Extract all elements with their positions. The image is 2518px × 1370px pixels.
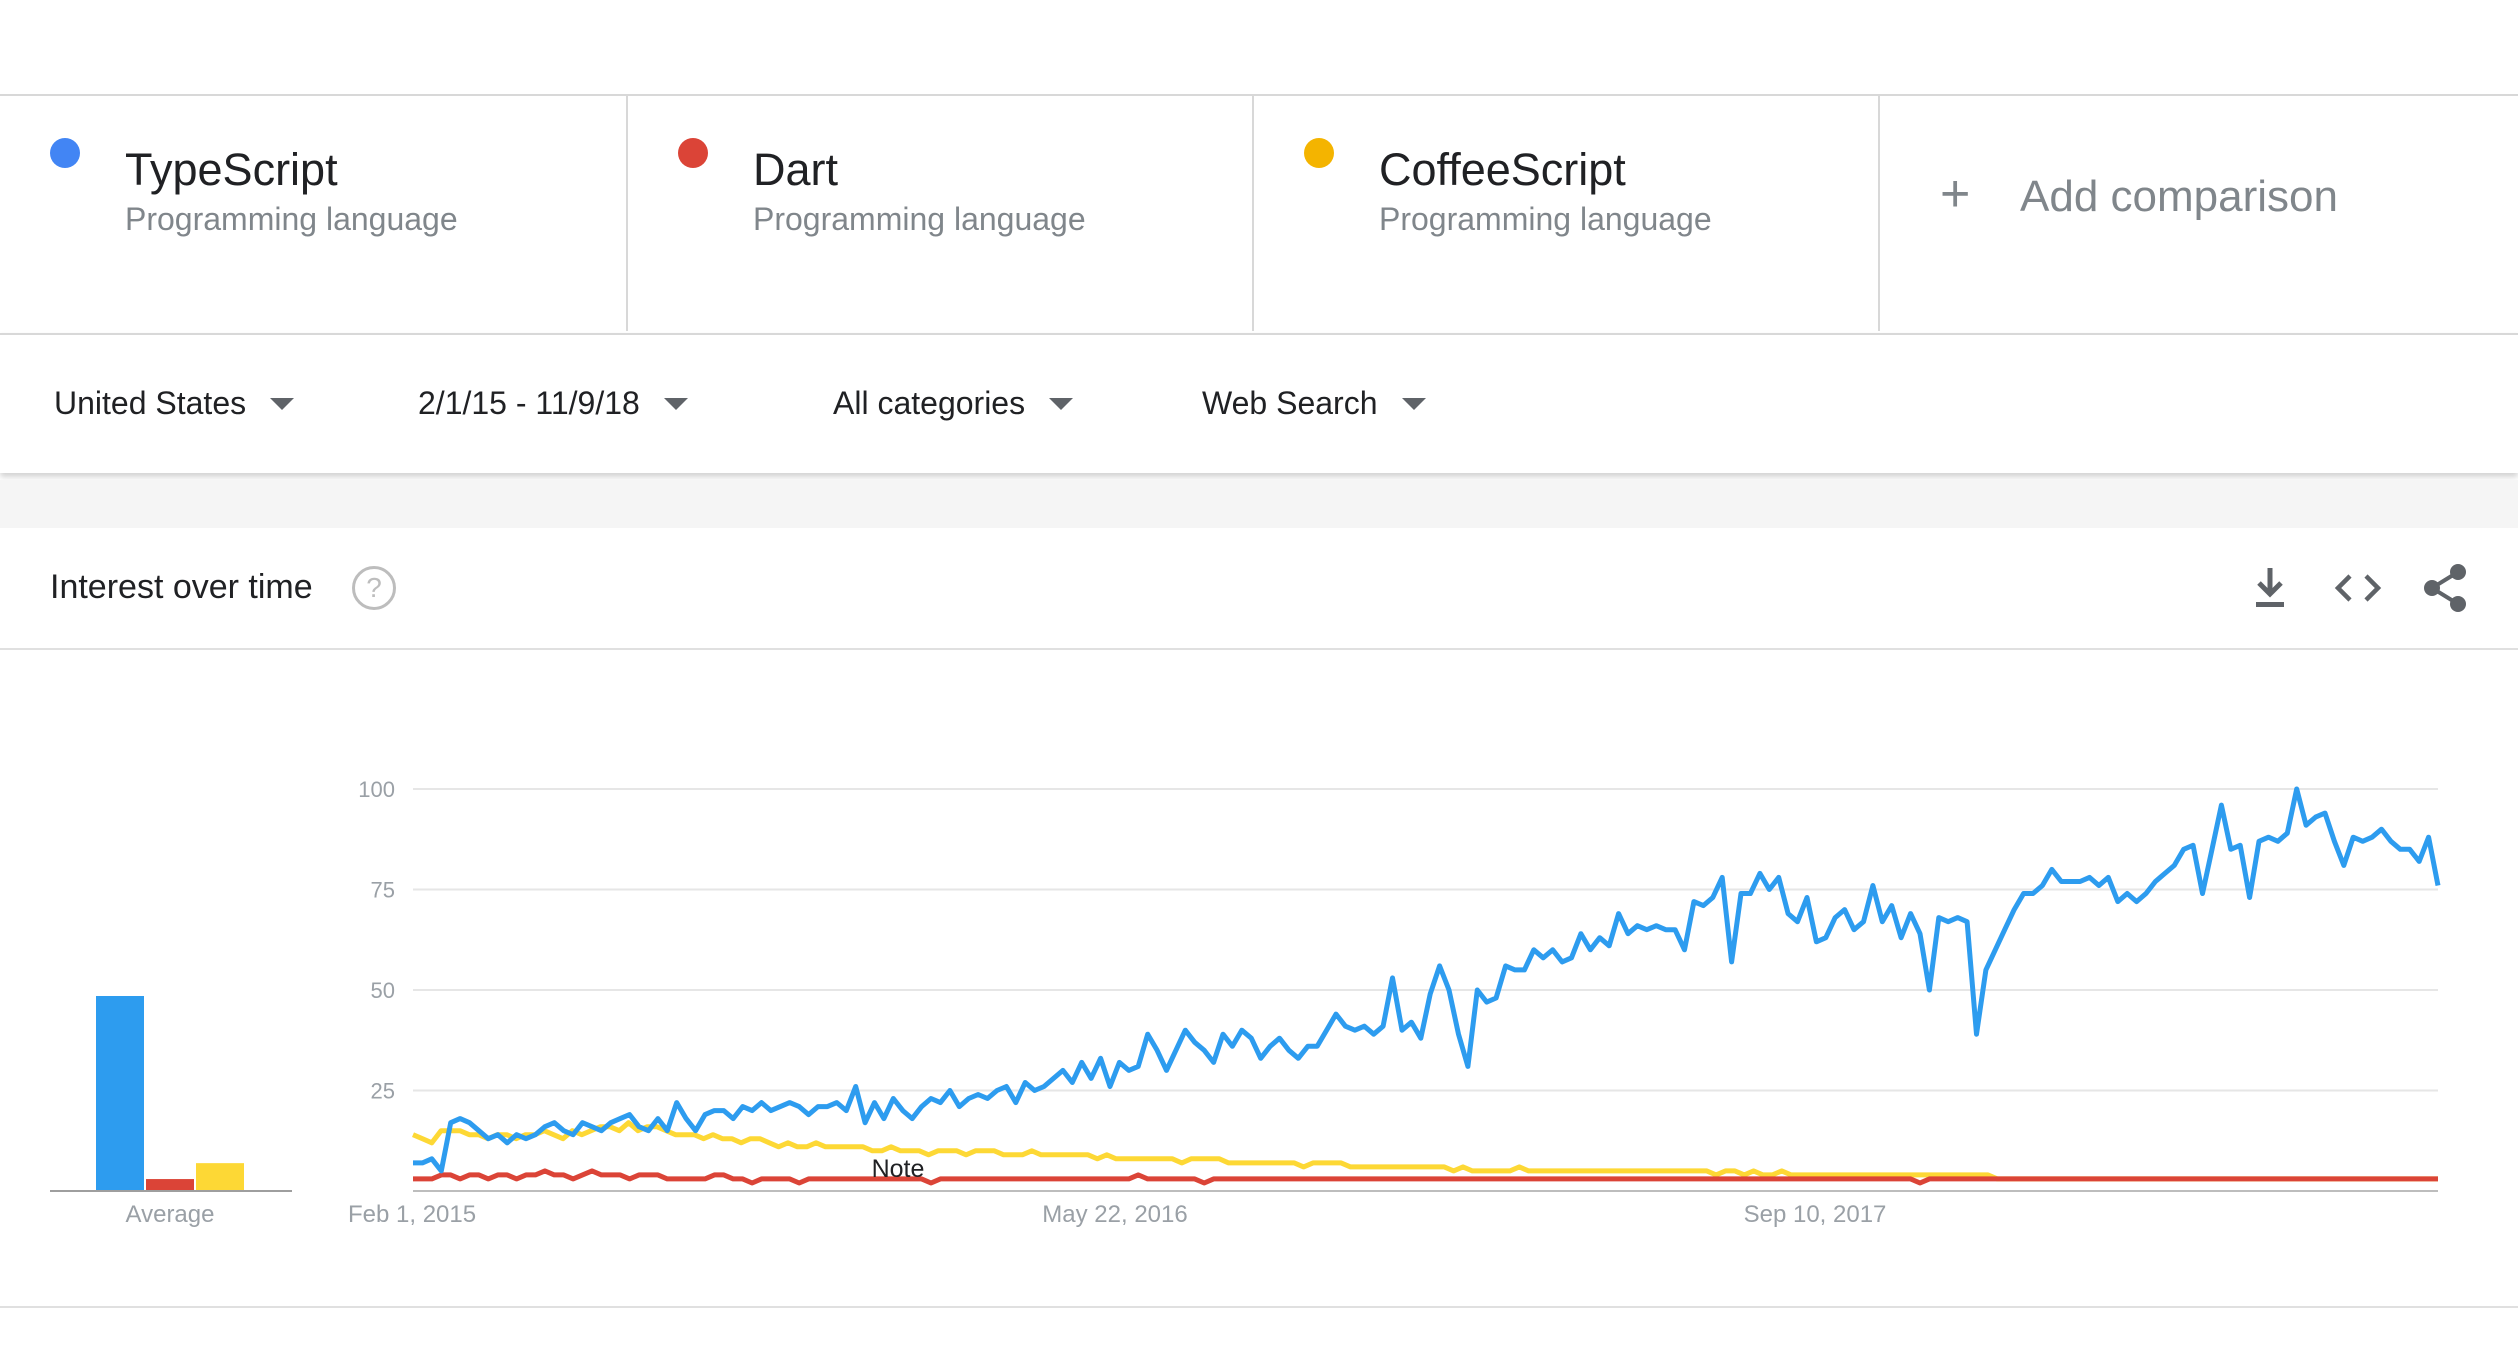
card-divider [1878,96,1880,331]
average-bar-dart [146,1179,194,1191]
chart-grid: 25 50 75 100 [358,777,2438,1192]
search-type-label: Web Search [1202,385,1378,421]
x-axis-ticks: Feb 1, 2015 May 22, 2016 Sep 10, 2017 [348,1201,1886,1228]
term-name: TypeScript [125,144,338,195]
term-type: Programming language [125,201,458,237]
category-select[interactable]: All categories [833,385,1074,429]
y-tick-label: 50 [371,978,395,1003]
average-bars: Average [50,996,292,1228]
filter-bar-top-border [0,333,2518,335]
section-gap [0,480,2518,528]
share-icon[interactable] [2416,558,2476,618]
date-range-select[interactable]: 2/1/15 - 11/9/18 [418,385,688,429]
x-tick-label: Feb 1, 2015 [348,1201,476,1228]
card-divider [1252,96,1254,331]
term-card-coffeescript[interactable]: CoffeeScript Programming language [1254,96,1878,331]
card-divider [626,96,628,331]
note-label[interactable]: Note [872,1155,925,1183]
term-card-dart[interactable]: Dart Programming language [628,96,1252,331]
chart-series [412,786,2441,1186]
x-tick-label: May 22, 2016 [1042,1201,1187,1228]
series-color-dot [50,138,80,168]
series-line-typescript [413,786,2441,1174]
top-divider [0,94,2518,96]
download-icon[interactable] [2240,558,2300,618]
term-card-typescript[interactable]: TypeScript Programming language [0,96,626,331]
add-comparison-label: Add comparison [2020,172,2338,221]
series-line-coffeescript [412,1120,2438,1182]
x-tick-label: Sep 10, 2017 [1744,1201,1887,1228]
series-color-dot [678,138,708,168]
plus-icon: + [1940,165,1971,223]
y-tick-label: 25 [371,1079,395,1104]
dropdown-caret-icon [663,397,688,410]
term-type: Programming language [1379,201,1712,237]
y-tick-label: 100 [358,777,395,802]
panel-bottom-border [0,1306,2518,1308]
embed-icon[interactable] [2328,558,2388,618]
interest-over-time-chart: Average 25 50 75 100 Feb 1, 2015 May 22, 201… [50,777,2441,1228]
filter-bar: United States 2/1/15 - 11/9/18 All categ… [0,333,2518,473]
dropdown-caret-icon [1049,397,1074,410]
series-color-dot [1304,138,1334,168]
y-tick-label: 75 [371,878,395,903]
panel-header-divider [0,648,2518,650]
add-comparison-button[interactable]: + Add comparison [1880,96,2500,331]
term-type: Programming language [753,201,1086,237]
average-bar-typescript [96,996,144,1191]
search-type-select[interactable]: Web Search [1202,385,1426,429]
average-label: Average [126,1201,215,1228]
help-icon[interactable]: ? [352,566,396,610]
category-label: All categories [833,385,1026,421]
series-line-dart [413,1168,2438,1186]
interest-over-time-header: Interest over time ? [0,528,2518,648]
panel-title: Interest over time [50,568,313,606]
dropdown-caret-icon [1401,397,1426,410]
average-bar-coffeescript [196,1163,244,1191]
dropdown-caret-icon [270,397,295,410]
region-label: United States [54,385,247,421]
term-name: Dart [753,144,839,195]
term-name: CoffeeScript [1379,144,1626,195]
date-range-label: 2/1/15 - 11/9/18 [418,385,640,421]
region-select[interactable]: United States [54,385,295,429]
